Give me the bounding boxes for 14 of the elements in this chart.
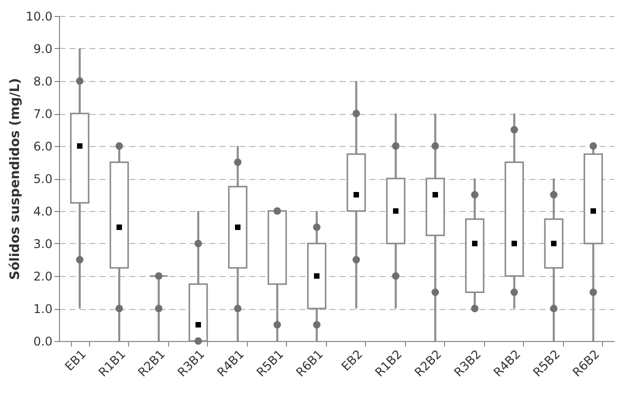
x-tick-label: EB1 [62, 347, 89, 374]
y-tick-label: 0.0 [33, 334, 52, 348]
y-tick-label: 10.0 [26, 10, 52, 24]
y-tick-label: 3.0 [33, 237, 52, 251]
y-tick-label: 1.0 [33, 302, 52, 316]
y-tick-label: 9.0 [33, 42, 52, 56]
x-tick-label: EB2 [338, 347, 366, 374]
y-axis-title: Sólidos suspendidos (mg/L) [8, 78, 23, 280]
y-tick-label: 8.0 [33, 74, 52, 88]
y-tick-label: 5.0 [33, 172, 52, 186]
y-tick-label: 4.0 [33, 204, 52, 218]
y-tick-label: 2.0 [33, 270, 52, 284]
y-tick-label: 7.0 [33, 107, 52, 121]
y-tick-label: 6.0 [33, 140, 52, 154]
